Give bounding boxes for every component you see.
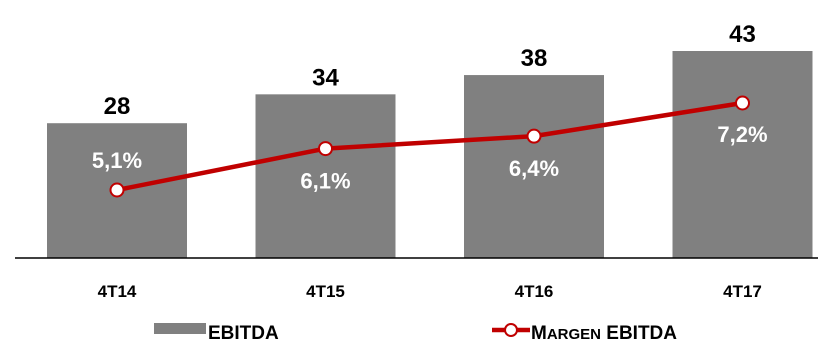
legend-margin-marker — [504, 323, 518, 337]
margin-value-label: 7,2% — [717, 122, 767, 147]
x-axis-tick-labels: 4T14 4T15 4T16 4T17 — [98, 282, 762, 301]
ebitda-bar — [255, 94, 396, 258]
ebitda-value-labels: 28 34 38 43 — [104, 21, 756, 120]
legend-ebitda-swatch — [154, 323, 206, 334]
ebitda-bars — [47, 51, 813, 259]
legend-ebitda-label: EBITDA — [208, 323, 279, 342]
margin-value-label: 6,1% — [300, 169, 350, 194]
x-tick-label: 4T17 — [723, 282, 762, 301]
margin-marker — [109, 182, 125, 198]
margin-line — [116, 100, 743, 193]
margin-value-label: 6,4% — [509, 156, 559, 181]
ebitda-bar — [672, 51, 813, 258]
x-tick-label: 4T15 — [306, 282, 345, 301]
ebitda-value-label: 28 — [104, 93, 131, 120]
margin-marker — [526, 128, 542, 144]
x-tick-label: 4T16 — [515, 282, 554, 301]
legend-margin-label: MARGEN EBITDA — [531, 323, 677, 342]
margin-value-labels: 5,1% 6,1% 6,4% 7,2% — [92, 122, 768, 194]
ebitda-value-label: 38 — [521, 45, 548, 72]
margin-marker — [735, 95, 750, 111]
legend: EBITDA MARGEN EBITDA — [154, 323, 677, 342]
ebitda-value-label: 34 — [312, 64, 339, 91]
ebitda-bar — [464, 75, 604, 259]
x-tick-label: 4T14 — [98, 282, 137, 301]
ebitda-value-label: 43 — [729, 21, 756, 48]
margin-value-label: 5,1% — [92, 148, 142, 173]
margin-markers — [109, 95, 750, 198]
margin-marker — [318, 141, 333, 157]
